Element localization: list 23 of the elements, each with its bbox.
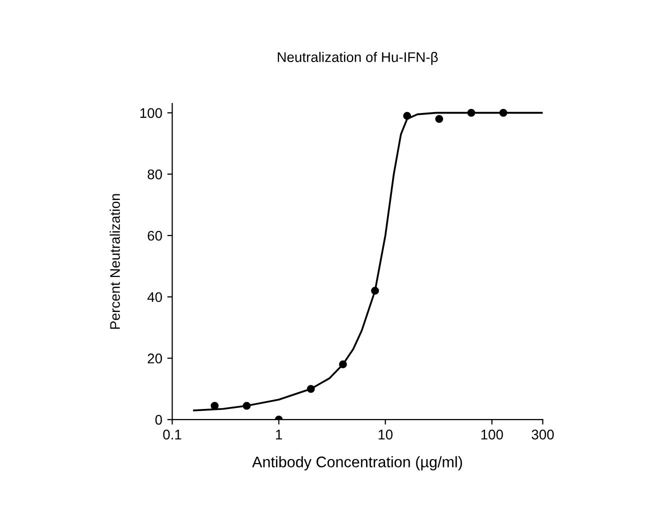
x-tick-label: 300 xyxy=(532,430,554,440)
y-tick-label: 0 xyxy=(155,414,162,425)
point xyxy=(403,112,412,120)
x-tick-label: 100 xyxy=(481,430,503,440)
point xyxy=(435,114,444,123)
x-axis-title: Antibody Concentration (µg/ml) xyxy=(252,456,462,470)
point xyxy=(467,108,476,117)
y-tick-label: 100 xyxy=(140,108,162,118)
x-tick-label: 10 xyxy=(378,430,393,440)
x-tick-label: 1 xyxy=(276,430,282,440)
point xyxy=(210,402,219,410)
chart-title: Neutralization of Hu-IFN-β xyxy=(278,52,438,65)
point xyxy=(306,384,315,393)
y-tick-label: 20 xyxy=(148,354,162,364)
point xyxy=(371,286,379,295)
x-tick-label: 0.1 xyxy=(163,430,182,440)
y-tick-label: 40 xyxy=(147,292,162,302)
y-axis-title: Percent Neutralization xyxy=(110,194,120,329)
y-tick-label: 80 xyxy=(148,169,162,180)
y-tick-label: 60 xyxy=(148,230,162,241)
point xyxy=(339,360,347,368)
point xyxy=(499,108,508,117)
point xyxy=(242,402,251,410)
